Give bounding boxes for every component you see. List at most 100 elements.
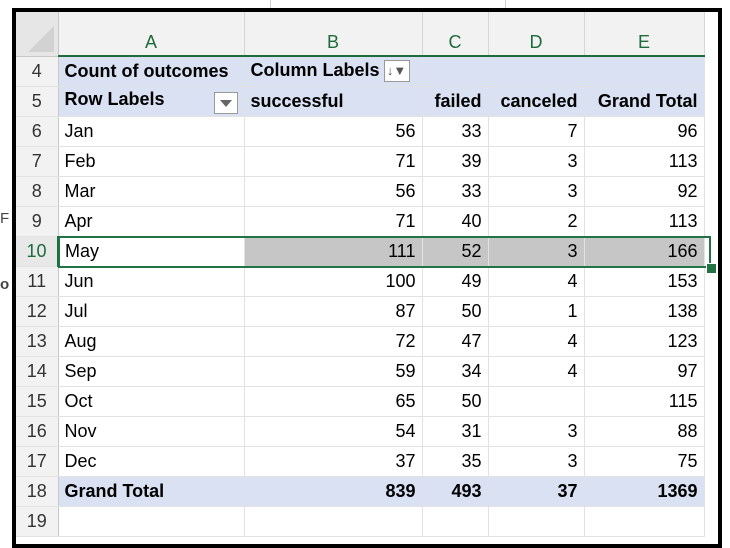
pivot-value-field-label[interactable]: Count of outcomes bbox=[58, 56, 245, 87]
row-label-cell[interactable]: Sep bbox=[58, 356, 245, 387]
failed-cell[interactable]: 50 bbox=[422, 386, 489, 417]
empty-cell[interactable] bbox=[244, 506, 423, 537]
canceled-cell[interactable] bbox=[488, 386, 585, 417]
failed-cell[interactable]: 49 bbox=[422, 266, 489, 297]
successful-cell[interactable]: 71 bbox=[244, 206, 423, 237]
row-header[interactable]: 4 bbox=[16, 56, 59, 87]
row-label-cell[interactable]: Feb bbox=[58, 146, 245, 177]
pivot-col-failed[interactable]: failed bbox=[422, 86, 489, 117]
grand-total-cell[interactable]: 138 bbox=[584, 296, 705, 327]
failed-cell[interactable]: 39 bbox=[422, 146, 489, 177]
failed-cell[interactable]: 33 bbox=[422, 176, 489, 207]
canceled-cell[interactable]: 7 bbox=[488, 116, 585, 147]
row-label-cell[interactable]: Mar bbox=[58, 176, 245, 207]
row-header[interactable]: 13 bbox=[16, 326, 59, 357]
row-label-cell[interactable]: Nov bbox=[58, 416, 245, 447]
failed-cell[interactable]: 52 bbox=[422, 236, 489, 267]
row-label-cell[interactable]: Jun bbox=[58, 266, 245, 297]
row-header[interactable]: 10 bbox=[16, 236, 59, 267]
grand-total-cell[interactable]: 96 bbox=[584, 116, 705, 147]
pivot-col-canceled[interactable]: canceled bbox=[488, 86, 585, 117]
canceled-cell[interactable]: 1 bbox=[488, 296, 585, 327]
column-header-e[interactable]: E bbox=[584, 12, 705, 57]
grand-total-total[interactable]: 1369 bbox=[584, 475, 705, 507]
grand-total-cell[interactable]: 88 bbox=[584, 416, 705, 447]
successful-cell[interactable]: 65 bbox=[244, 386, 423, 417]
grand-total-cell[interactable]: 75 bbox=[584, 446, 705, 477]
successful-cell[interactable]: 56 bbox=[244, 176, 423, 207]
canceled-cell[interactable]: 2 bbox=[488, 206, 585, 237]
row-header[interactable]: 8 bbox=[16, 176, 59, 207]
canceled-cell[interactable]: 4 bbox=[488, 266, 585, 297]
grand-total-label[interactable]: Grand Total bbox=[58, 475, 245, 507]
row-label-cell[interactable]: Dec bbox=[58, 446, 245, 477]
empty-cell[interactable] bbox=[488, 506, 585, 537]
sort-filter-icon[interactable]: ↓▼ bbox=[383, 60, 410, 83]
canceled-cell[interactable]: 4 bbox=[488, 356, 585, 387]
grand-total-cell[interactable]: 115 bbox=[584, 386, 705, 417]
canceled-cell[interactable]: 3 bbox=[488, 416, 585, 447]
row-header[interactable]: 18 bbox=[16, 476, 59, 507]
grand-total-canceled[interactable]: 37 bbox=[488, 475, 585, 507]
canceled-cell[interactable]: 4 bbox=[488, 326, 585, 357]
canceled-cell[interactable]: 3 bbox=[488, 146, 585, 177]
empty-cell[interactable] bbox=[58, 506, 245, 537]
row-header[interactable]: 16 bbox=[16, 416, 59, 447]
successful-cell[interactable]: 100 bbox=[244, 266, 423, 297]
grand-total-cell[interactable]: 97 bbox=[584, 356, 705, 387]
row-header[interactable]: 14 bbox=[16, 356, 59, 387]
failed-cell[interactable]: 35 bbox=[422, 446, 489, 477]
row-label-cell[interactable]: Jul bbox=[58, 296, 245, 327]
successful-cell[interactable]: 111 bbox=[244, 236, 423, 267]
grand-total-cell[interactable]: 166 bbox=[584, 236, 705, 267]
pivot-header-cell-d[interactable] bbox=[488, 56, 585, 87]
pivot-row-labels-cell[interactable]: Row Labels bbox=[58, 86, 245, 117]
grand-total-cell[interactable]: 123 bbox=[584, 326, 705, 357]
failed-cell[interactable]: 34 bbox=[422, 356, 489, 387]
row-header[interactable]: 17 bbox=[16, 446, 59, 477]
row-label-cell[interactable]: Oct bbox=[58, 386, 245, 417]
successful-cell[interactable]: 54 bbox=[244, 416, 423, 447]
successful-cell[interactable]: 56 bbox=[244, 116, 423, 147]
row-header[interactable]: 15 bbox=[16, 386, 59, 417]
grand-total-cell[interactable]: 113 bbox=[584, 206, 705, 237]
pivot-column-labels-cell[interactable]: Column Labels ↓▼ bbox=[244, 56, 423, 87]
failed-cell[interactable]: 50 bbox=[422, 296, 489, 327]
row-header[interactable]: 19 bbox=[16, 506, 59, 537]
row-header[interactable]: 11 bbox=[16, 266, 59, 297]
grand-total-cell[interactable]: 113 bbox=[584, 146, 705, 177]
pivot-header-cell-e[interactable] bbox=[584, 56, 705, 87]
empty-cell[interactable] bbox=[584, 506, 705, 537]
grand-total-cell[interactable]: 153 bbox=[584, 266, 705, 297]
grand-total-successful[interactable]: 839 bbox=[244, 475, 423, 507]
fill-handle[interactable] bbox=[706, 263, 717, 274]
pivot-col-successful[interactable]: successful bbox=[244, 86, 423, 117]
row-header[interactable]: 7 bbox=[16, 146, 59, 177]
empty-cell[interactable] bbox=[422, 506, 489, 537]
row-label-cell[interactable]: May bbox=[58, 236, 245, 267]
column-header-d[interactable]: D bbox=[488, 12, 585, 57]
pivot-col-grand-total[interactable]: Grand Total bbox=[584, 86, 705, 117]
failed-cell[interactable]: 31 bbox=[422, 416, 489, 447]
column-header-c[interactable]: C bbox=[422, 12, 489, 57]
successful-cell[interactable]: 59 bbox=[244, 356, 423, 387]
canceled-cell[interactable]: 3 bbox=[488, 176, 585, 207]
row-label-cell[interactable]: Apr bbox=[58, 206, 245, 237]
row-header[interactable]: 9 bbox=[16, 206, 59, 237]
canceled-cell[interactable]: 3 bbox=[488, 446, 585, 477]
select-all-corner[interactable] bbox=[16, 12, 59, 57]
grand-total-failed[interactable]: 493 bbox=[422, 475, 489, 507]
row-label-cell[interactable]: Aug bbox=[58, 326, 245, 357]
row-header[interactable]: 6 bbox=[16, 116, 59, 147]
column-header-b[interactable]: B bbox=[244, 12, 423, 57]
chevron-down-icon[interactable] bbox=[213, 91, 238, 114]
row-label-cell[interactable]: Jan bbox=[58, 116, 245, 147]
canceled-cell[interactable]: 3 bbox=[488, 236, 585, 267]
successful-cell[interactable]: 87 bbox=[244, 296, 423, 327]
row-header[interactable]: 5 bbox=[16, 86, 59, 117]
successful-cell[interactable]: 37 bbox=[244, 446, 423, 477]
successful-cell[interactable]: 71 bbox=[244, 146, 423, 177]
successful-cell[interactable]: 72 bbox=[244, 326, 423, 357]
failed-cell[interactable]: 33 bbox=[422, 116, 489, 147]
pivot-header-cell-c[interactable] bbox=[422, 56, 489, 87]
